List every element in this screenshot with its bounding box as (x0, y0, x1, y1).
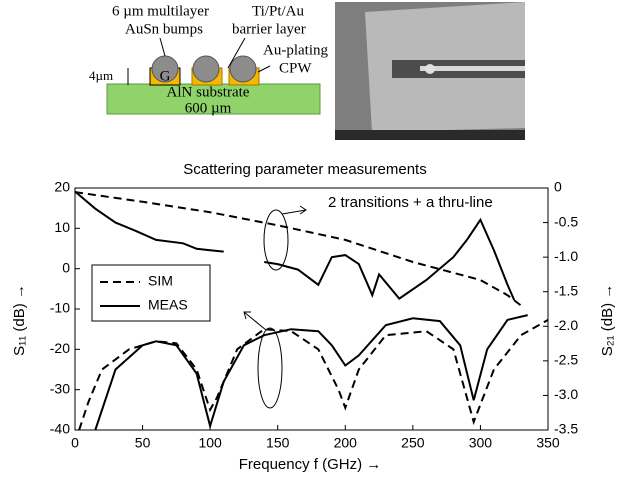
diagram-label: barrier layer (232, 21, 306, 37)
y2-tick-label: -2.0 (554, 317, 578, 333)
x-tick-label: 200 (334, 435, 358, 451)
x-tick-label: 50 (135, 435, 151, 451)
legend-label: SIM (148, 273, 173, 289)
ellipse (263, 209, 289, 271)
ellipse (257, 327, 283, 409)
arrow-head (243, 311, 251, 320)
diagram-label: 600 µm (185, 100, 232, 116)
series-line (78, 319, 549, 431)
y-tick-label: 0 (62, 259, 70, 275)
legend-box (91, 264, 211, 322)
leader-line (227, 37, 246, 69)
x-tick-label: 150 (266, 435, 290, 451)
legend-label: MEAS (148, 297, 188, 313)
y-tick-label: -30 (50, 380, 70, 396)
diagram-label: 4µm (89, 68, 113, 83)
leader-line (159, 37, 166, 57)
y-tick-label: 10 (54, 219, 70, 235)
sem-info-bar (335, 130, 525, 140)
x-tick-label: 350 (536, 435, 560, 451)
x-tick-label: 0 (71, 435, 79, 451)
annotation: 2 transitions + a thru-line (328, 194, 493, 211)
x-axis-label: Frequency f (GHz) → (239, 456, 382, 473)
diagram-label: AuSn bumps (125, 21, 203, 37)
annotation-marks (243, 205, 307, 409)
y-tick-label: -20 (50, 340, 70, 356)
diagram-label: Au-plating (263, 42, 328, 58)
diagram-label: AlN substrate (167, 84, 250, 100)
substrate (106, 83, 321, 115)
y2-tick-label: -3.0 (554, 386, 578, 402)
arrow (281, 209, 307, 215)
leader-line (257, 65, 271, 73)
y-tick-label: 20 (54, 179, 70, 195)
diagram-label: Ti/Pt/Au (252, 3, 304, 19)
series-line (94, 314, 528, 431)
chart-title: Scattering parameter measurements (183, 161, 426, 178)
diagram-label: 6 µm multilayer (112, 3, 209, 19)
sem-image (335, 2, 525, 140)
x-tick-label: 250 (401, 435, 425, 451)
arrow (243, 311, 267, 331)
cross-section-diagram: 6 µm multilayer AuSn bumps Ti/Pt/Au barr… (89, 3, 328, 116)
series-line (74, 191, 522, 307)
sem-bump (425, 64, 435, 74)
series-line (74, 190, 516, 301)
y2-tick-label: -2.5 (554, 352, 578, 368)
x-tick-label: 300 (469, 435, 493, 451)
y-tick-label: -40 (50, 421, 70, 437)
y2-axis-label: S₂₁ (dB) → (599, 284, 616, 357)
y-axis-label: S₁₁ (dB) → (11, 284, 28, 356)
y2-tick-label: -0.5 (554, 213, 578, 229)
y2-tick-label: -1.0 (554, 248, 578, 264)
y2-tick-label: -1.5 (554, 282, 578, 298)
x-tick-label: 100 (198, 435, 222, 451)
y-tick-label: -10 (50, 300, 70, 316)
sem-line (420, 66, 525, 71)
arrow-head (299, 205, 307, 215)
bump (229, 55, 257, 83)
diagram-label: CPW (279, 60, 312, 76)
y2-tick-label: -3.5 (554, 421, 578, 437)
y2-tick-label: 0 (554, 179, 562, 195)
diagram-label: G (160, 68, 171, 84)
bump (192, 55, 220, 83)
